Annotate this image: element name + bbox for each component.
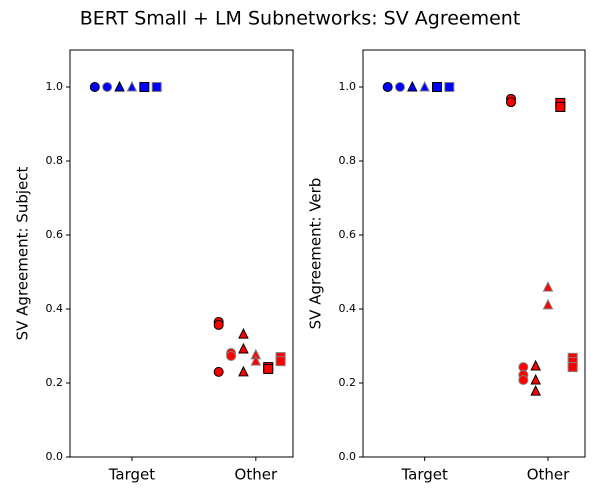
y-tick-label: 0.6: [46, 228, 64, 241]
point: [432, 82, 442, 92]
y-tick-label: 1.0: [46, 80, 64, 93]
point: [126, 80, 138, 92]
point: [263, 363, 274, 374]
point: [226, 350, 237, 361]
point: [542, 281, 554, 292]
y-tick-label: 1.0: [339, 80, 357, 93]
y-tick-label: 0.0: [339, 450, 357, 463]
point: [567, 362, 578, 373]
plot-area: [69, 49, 294, 458]
point: [506, 97, 516, 108]
y-axis-label: SV Agreement: Subject: [14, 167, 32, 341]
point: [213, 319, 224, 330]
point: [407, 80, 418, 92]
x-tick-label: Other: [235, 466, 278, 484]
point: [102, 82, 113, 92]
plot-area: [362, 49, 586, 458]
point: [139, 82, 150, 92]
x-tick-label: Other: [527, 466, 570, 484]
y-tick-label: 0.2: [46, 376, 64, 389]
y-tick-label: 0.0: [46, 450, 64, 463]
y-tick-label: 0.8: [46, 154, 64, 167]
point: [382, 82, 393, 92]
point: [213, 366, 224, 377]
point: [238, 365, 249, 377]
point: [238, 342, 249, 354]
point: [114, 80, 125, 92]
point: [238, 328, 249, 339]
y-tick-label: 0.2: [339, 376, 357, 389]
point: [518, 375, 529, 386]
point: [555, 101, 566, 112]
y-axis-label: SV Agreement: Verb: [307, 178, 325, 330]
point: [444, 82, 455, 92]
point: [419, 80, 430, 92]
point: [151, 82, 162, 92]
point: [275, 356, 286, 367]
point: [530, 359, 541, 371]
point: [530, 385, 541, 396]
point: [542, 298, 554, 310]
point: [395, 82, 405, 92]
y-tick-label: 0.6: [339, 228, 357, 241]
y-tick-label: 0.4: [339, 302, 357, 315]
x-tick-label: Target: [400, 466, 448, 484]
y-tick-label: 0.8: [339, 154, 357, 167]
figure-title: BERT Small + LM Subnetworks: SV Agreemen…: [80, 8, 521, 30]
x-tick-label: Target: [108, 466, 156, 484]
point: [89, 82, 100, 92]
y-tick-label: 0.4: [46, 302, 64, 315]
point: [530, 373, 541, 385]
point: [250, 355, 262, 366]
